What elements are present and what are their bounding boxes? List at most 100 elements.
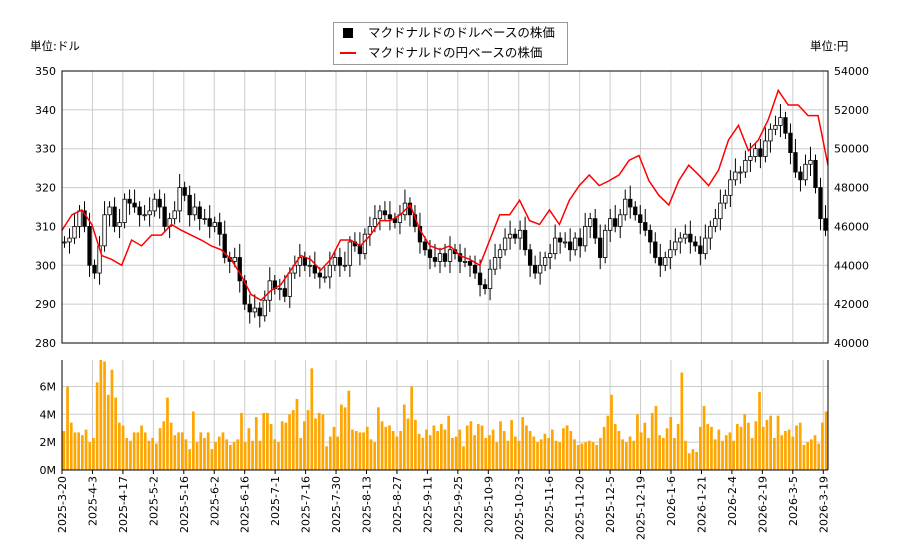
x-tick-label: 2025-10-23 (513, 476, 526, 540)
volume-bar (425, 429, 428, 470)
candle-body (492, 257, 498, 270)
volume-bar (513, 436, 517, 470)
volume-bar (669, 417, 673, 470)
volume-bar (192, 411, 195, 470)
volume-bar (162, 421, 166, 470)
volume-bar (499, 421, 502, 470)
candle-body (357, 245, 363, 255)
volume-bar (439, 424, 443, 470)
volume-bar (180, 432, 184, 470)
volume-bar (602, 426, 606, 470)
candle-body (698, 245, 703, 255)
y-tick-label-right: 52000 (834, 104, 869, 117)
candle-body (92, 264, 97, 274)
candle-body (563, 241, 568, 244)
y-tick-label: 340 (35, 104, 56, 117)
candle-body (798, 171, 803, 181)
candle-body (102, 214, 107, 247)
volume-bar (262, 412, 266, 470)
volume-bar (66, 386, 69, 470)
volume-bar (358, 432, 362, 470)
volume-bar (284, 422, 288, 470)
volume-bar (747, 422, 750, 470)
volume-bar (354, 431, 358, 470)
volume-bar (517, 440, 521, 470)
volume-bar (143, 432, 147, 470)
x-tick-label: 2026-3-5 (787, 476, 800, 526)
candle-body (803, 163, 808, 181)
candle-body (673, 241, 678, 251)
volume-bar (787, 429, 791, 470)
candle-body (62, 241, 67, 244)
candle-body (743, 159, 748, 173)
volume-bar (465, 425, 469, 470)
candle-body (457, 253, 463, 262)
volume-bar (647, 437, 650, 470)
volume-bar (543, 433, 547, 470)
candle-body (643, 222, 648, 231)
candle-body (112, 206, 117, 227)
volume-bar (550, 429, 554, 470)
candle-body (733, 171, 738, 181)
candle-body (342, 264, 348, 267)
candle-body (192, 206, 197, 216)
candle-body (372, 218, 378, 227)
volume-bar (155, 443, 158, 470)
volume-bar (484, 437, 488, 470)
volume-bar (377, 407, 380, 470)
candle-body (738, 171, 743, 174)
candle-body (497, 249, 503, 258)
volume-bar (613, 424, 617, 470)
volume-bar (402, 404, 406, 470)
volume-bar (780, 435, 784, 470)
candle-body (758, 148, 763, 157)
candle-body (287, 272, 292, 297)
volume-bar (125, 437, 129, 470)
volume-bar (724, 435, 728, 470)
candle-body (763, 140, 768, 157)
candle-body (72, 226, 77, 239)
volume-bar (188, 449, 192, 470)
candle-body (663, 257, 668, 266)
y-tick-label: 350 (35, 65, 56, 78)
volume-bar (776, 415, 780, 470)
candle-body (808, 159, 813, 165)
candle-body (688, 233, 693, 243)
candle-body (512, 233, 518, 239)
candle-body (197, 206, 202, 220)
candle-body (97, 245, 102, 274)
x-tick-label: 2026-3-19 (817, 476, 830, 533)
candle-body (332, 257, 338, 266)
volume-bar (291, 410, 295, 470)
candle-body (177, 187, 182, 212)
x-tick-label: 2025-4-3 (86, 476, 99, 526)
volume-bar (795, 425, 798, 470)
volume-bar (106, 394, 110, 470)
volume-bar (525, 425, 528, 470)
volume-bar (395, 436, 399, 470)
volume-bar (765, 419, 769, 470)
x-tick-label: 2025-5-16 (178, 476, 191, 533)
candle-body (613, 218, 618, 227)
volume-bar (269, 424, 273, 470)
candle-body (172, 210, 177, 220)
candle-body (487, 268, 493, 289)
y-tick-label-right: 44000 (834, 259, 869, 272)
volume-bar (521, 417, 525, 470)
volume-bar (328, 436, 332, 470)
candle-body (693, 241, 698, 247)
volume-bar (769, 415, 772, 470)
volume-bar (217, 436, 221, 470)
volume-bar (273, 439, 277, 470)
candle-body (618, 214, 623, 227)
candle-body (152, 198, 157, 212)
volume-bar (73, 432, 77, 470)
volume-bar (624, 442, 628, 470)
volume-bar (247, 428, 251, 470)
candle-body (482, 284, 488, 290)
volume-bar (299, 437, 303, 470)
volume-bar (321, 414, 325, 470)
candle-body (82, 210, 87, 227)
volume-bar (576, 444, 580, 470)
volume-bar (406, 418, 410, 470)
